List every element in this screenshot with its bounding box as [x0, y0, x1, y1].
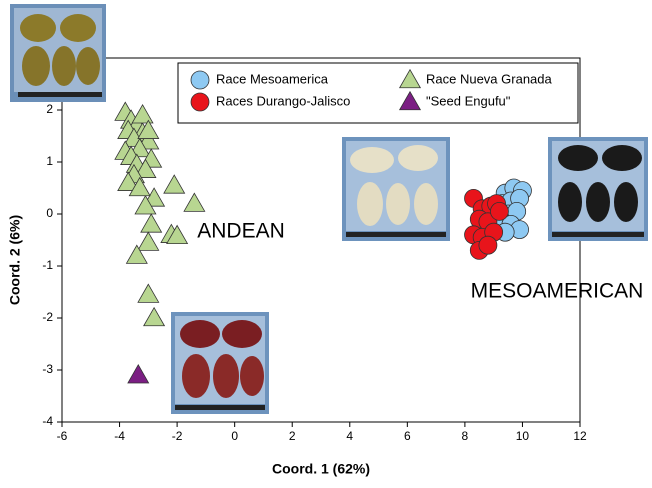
- triangle-point: [140, 213, 163, 233]
- legend-marker: [190, 92, 210, 112]
- legend-label: Race Mesoamerica: [216, 71, 329, 86]
- x-tick-label: 12: [573, 429, 587, 443]
- annotation: ANDEAN: [197, 220, 285, 243]
- circle-point: [490, 201, 509, 221]
- y-axis-title: Coord. 2 (6%): [7, 215, 23, 305]
- triangle-point: [183, 192, 206, 212]
- x-tick-label: 8: [462, 429, 469, 443]
- x-tick-label: 0: [231, 429, 238, 443]
- legend-label: Race Nueva Granada: [426, 71, 553, 86]
- legend-marker: [398, 90, 422, 111]
- photo-mesoamerica-beige: [342, 137, 450, 241]
- legend-marker: [398, 68, 422, 89]
- seed-photos: [10, 4, 648, 414]
- triangle-point: [127, 364, 150, 384]
- triangle-point: [131, 104, 154, 124]
- triangle-point: [134, 158, 157, 178]
- photo-andean-top: [10, 4, 106, 102]
- triangle-point: [128, 176, 151, 197]
- triangle-point: [137, 283, 160, 303]
- circle-point: [478, 235, 498, 255]
- triangle-point: [137, 119, 160, 139]
- x-axis-title: Coord. 1 (62%): [272, 461, 370, 477]
- y-tick-label: 2: [46, 102, 53, 116]
- x-tick-label: -6: [57, 429, 68, 443]
- legend-label: Races Durango-Jalisco: [216, 93, 350, 108]
- triangle-point: [125, 244, 148, 264]
- y-tick-label: -3: [42, 362, 53, 376]
- legend-marker: [190, 70, 210, 90]
- x-tick-label: -2: [172, 429, 183, 443]
- triangle-point: [163, 174, 186, 194]
- y-tick-label: -4: [42, 414, 53, 428]
- triangle-point: [166, 224, 189, 245]
- triangle-point: [134, 195, 157, 215]
- x-tick-label: 2: [289, 429, 296, 443]
- y-tick-label: -2: [42, 310, 53, 324]
- legend-label: "Seed Engufu": [426, 93, 511, 108]
- triangle-point: [137, 231, 160, 251]
- x-tick-label: -4: [114, 429, 125, 443]
- x-tick-label: 4: [346, 429, 353, 443]
- annotation: MESOAMERICAN: [471, 280, 644, 303]
- photo-andean-bottom: [171, 312, 269, 414]
- x-tick-label: 6: [404, 429, 411, 443]
- photo-mesoamerica-black: [548, 137, 648, 241]
- y-tick-label: 0: [46, 206, 53, 220]
- triangle-point: [117, 171, 140, 191]
- triangle-point: [143, 306, 166, 327]
- x-tick-label: 10: [516, 429, 530, 443]
- y-tick-label: -1: [42, 258, 53, 272]
- legend-box: [177, 62, 579, 124]
- y-tick-label: 1: [46, 154, 53, 168]
